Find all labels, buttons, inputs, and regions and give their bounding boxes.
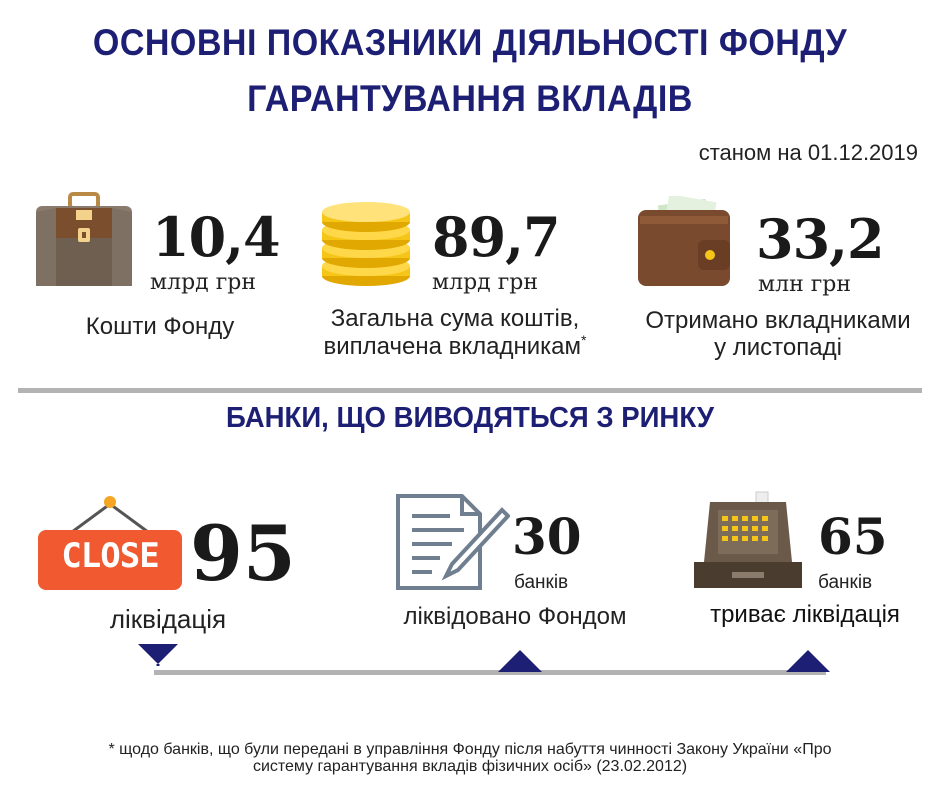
stat-label-paid: Загальна сума коштів, виплачена вкладник… xyxy=(290,306,620,359)
stat-label-november: Отримано вкладниками у листопаді xyxy=(620,307,936,362)
stat-label-paid-line1: Загальна сума коштів, xyxy=(330,305,580,332)
stat-value-fund: 10,4 xyxy=(152,205,281,269)
wallet-icon xyxy=(636,194,732,288)
timeline-bar xyxy=(154,670,826,675)
footnote-marker: * xyxy=(581,332,587,349)
timeline-marker-up-2 xyxy=(786,650,830,677)
close-sign-icon: CLOSE xyxy=(38,494,182,594)
timeline-marker-up-1 xyxy=(498,650,542,677)
stat-unit-november: млн грн xyxy=(758,272,852,297)
bank-unit-ongoing: банків xyxy=(818,572,873,593)
bank-label-liquidated: ліквідовано Фондом xyxy=(403,603,627,630)
date-label: станом на 01.12.2019 xyxy=(698,140,918,165)
bank-value-ongoing: 65 xyxy=(818,507,888,566)
stat-value-paid: 89,7 xyxy=(432,205,561,269)
stat-value-november: 33,2 xyxy=(756,207,885,271)
bank-label-ongoing: триває ліквідація xyxy=(710,601,900,628)
bank-label-liquidation: ліквідація xyxy=(109,604,227,634)
timeline-marker-down xyxy=(138,644,178,671)
stat-unit-paid: млрд грн xyxy=(432,270,538,295)
stat-label-fund: Кошти Фонду xyxy=(85,313,235,340)
stat-label-paid-line2: виплачена вкладникам xyxy=(323,333,582,361)
section-divider xyxy=(18,388,922,393)
page-title-line1: ОСНОВНІ ПОКАЗНИКИ ДІЯЛЬНОСТІ ФОНДУ xyxy=(92,22,848,63)
bank-value-liquidation: 95 xyxy=(190,509,296,598)
stat-label-november-line2: у листопаді xyxy=(714,334,842,362)
stat-unit-fund: млрд грн xyxy=(150,270,256,295)
page-title-line2: ГАРАНТУВАННЯ ВКЛАДІВ xyxy=(247,78,693,119)
bank-unit-liquidated: банків xyxy=(514,572,569,593)
footnote-line1: * щодо банків, що були передані в управл… xyxy=(108,741,832,758)
footnote: * щодо банків, що були передані в управл… xyxy=(20,741,920,776)
close-sign-text: CLOSE xyxy=(61,536,159,576)
stat-label-november-line1: Отримано вкладниками xyxy=(645,307,911,334)
banks-section-title: БАНКИ, ЩО ВИВОДЯТЬСЯ З РИНКУ xyxy=(226,402,714,434)
coins-icon xyxy=(318,200,414,288)
briefcase-icon xyxy=(34,192,134,288)
footnote-line2: систему гарантування вкладів фізичних ос… xyxy=(252,757,688,775)
cash-register-icon xyxy=(692,490,804,590)
document-pen-icon xyxy=(392,492,511,592)
bank-value-liquidated: 30 xyxy=(512,507,582,566)
